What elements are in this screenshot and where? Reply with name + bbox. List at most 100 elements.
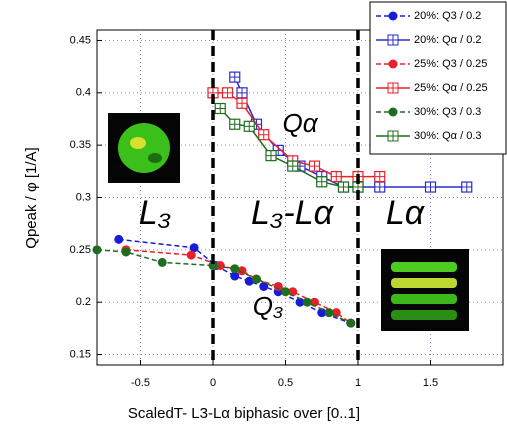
legend-label: 30%: Q3 / 0.3	[414, 106, 481, 118]
point	[337, 181, 350, 193]
point-cross	[461, 182, 472, 193]
annotation: Qα	[282, 108, 318, 138]
point-cross	[374, 182, 385, 193]
legend-label: 25%: Q3 / 0.25	[414, 58, 487, 70]
point	[229, 71, 241, 83]
legend-box	[369, 1, 507, 155]
point	[316, 176, 328, 188]
point-cross	[425, 182, 436, 193]
point	[114, 234, 124, 244]
point	[330, 170, 342, 183]
y-tick-label: 0.3	[76, 191, 91, 203]
insets	[108, 113, 469, 331]
point	[186, 250, 196, 260]
legend-label: 30%: Qα / 0.3	[414, 130, 482, 142]
point-cross	[244, 121, 255, 132]
point	[230, 271, 240, 281]
point	[302, 297, 312, 307]
point	[208, 261, 218, 271]
x-tick-label: 0	[210, 377, 216, 389]
legend-label: 25%: Qα / 0.25	[414, 82, 488, 94]
inset-shape	[118, 123, 170, 173]
point-cross	[258, 129, 269, 140]
point-cross	[287, 161, 298, 172]
point	[424, 181, 437, 193]
point-cross	[331, 171, 342, 182]
y-tick-label: 0.45	[70, 34, 91, 46]
point	[230, 264, 240, 274]
legend-marker	[388, 131, 398, 141]
point	[215, 261, 225, 271]
point-cross	[374, 171, 385, 182]
point	[295, 297, 305, 307]
legend-marker	[388, 83, 398, 93]
point	[157, 257, 167, 267]
point	[236, 97, 248, 109]
y-tick-label: 0.2	[76, 296, 91, 308]
point	[92, 245, 102, 255]
point-cross	[266, 150, 276, 161]
point	[121, 247, 131, 257]
y-tick-label: 0.15	[70, 348, 91, 360]
point	[258, 129, 270, 141]
point-cross	[338, 182, 349, 193]
point	[252, 274, 261, 284]
annotation: L₃	[139, 194, 171, 232]
point-cross	[215, 103, 226, 114]
point	[243, 120, 255, 132]
point	[346, 318, 356, 328]
annotation: Q₃	[253, 291, 284, 321]
point	[189, 243, 199, 253]
point	[214, 102, 226, 115]
point-cross	[237, 98, 247, 109]
grid	[97, 30, 503, 365]
point-cross	[237, 87, 247, 98]
x-tick-label: 0.5	[278, 377, 293, 389]
point	[461, 181, 473, 193]
annotation: L₃-Lα	[251, 194, 335, 232]
point	[374, 181, 386, 193]
series-line	[125, 249, 352, 324]
point	[374, 170, 386, 183]
point	[265, 150, 277, 162]
legend-label: 20%: Qα / 0.2	[414, 34, 482, 46]
y-axis-label: Qpeak / φ [1/A]	[23, 147, 40, 248]
inset-shape	[148, 153, 162, 163]
point	[259, 281, 269, 291]
legend-label: 20%: Q3 / 0.2	[414, 10, 481, 22]
x-tick-label: 1	[355, 377, 361, 389]
point	[229, 118, 241, 130]
inset-shape	[391, 278, 457, 288]
point	[281, 287, 290, 297]
inset-shape	[391, 310, 457, 320]
point	[221, 87, 234, 99]
marks	[92, 71, 473, 328]
legend-marker	[388, 107, 398, 117]
y-tick-label: 0.4	[76, 87, 91, 99]
point-cross	[229, 119, 240, 130]
point	[287, 160, 299, 172]
point	[324, 308, 334, 318]
point-cross	[309, 161, 320, 172]
legend-marker	[388, 59, 398, 69]
point	[237, 266, 247, 276]
y-tick-label: 0.25	[70, 244, 91, 256]
legend-marker	[388, 11, 398, 21]
inset-shape	[130, 137, 146, 149]
annotation: Lα	[386, 194, 426, 232]
point	[273, 281, 283, 291]
point-cross	[229, 72, 240, 83]
x-axis-label: ScaledT- L3-Lα biphasic over [0..1]	[128, 405, 360, 422]
point-cross	[316, 176, 327, 187]
inset-shape	[391, 294, 457, 304]
point	[244, 276, 254, 286]
inset-shape	[391, 262, 457, 272]
y-tick-label: 0.35	[70, 139, 91, 151]
point-cross	[222, 87, 233, 98]
point	[308, 160, 321, 172]
legend: 20%: Q3 / 0.2 20%: Qα / 0.2 25%: Q3 / 0.25…	[369, 1, 507, 155]
x-tick-label: 1.5	[423, 377, 438, 389]
legend-marker	[388, 35, 398, 45]
point	[317, 308, 327, 318]
